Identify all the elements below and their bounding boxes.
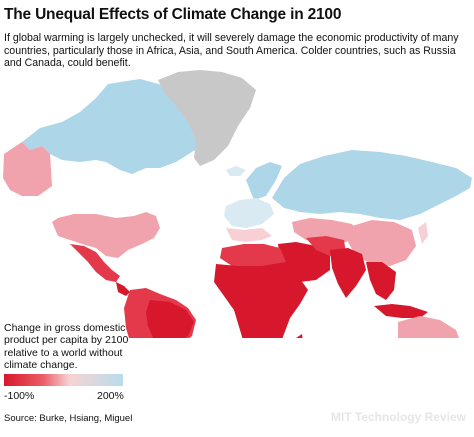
region-sub-saharan-africa bbox=[214, 262, 308, 338]
page-title: The Unequal Effects of Climate Change in… bbox=[4, 6, 342, 23]
region-central-asia bbox=[292, 218, 360, 244]
region-canada-alaska bbox=[22, 79, 206, 174]
region-south-asia bbox=[330, 248, 366, 298]
region-north-africa bbox=[220, 244, 286, 268]
legend-color-scale bbox=[4, 374, 123, 386]
source-credit: Source: Burke, Hsiang, Miguel bbox=[4, 413, 133, 424]
region-central-america-caribbean bbox=[116, 282, 130, 296]
region-mexico bbox=[70, 244, 120, 282]
region-greenland bbox=[158, 70, 256, 166]
region-scandinavia bbox=[246, 162, 282, 200]
region-china bbox=[348, 220, 416, 266]
legend-description: Change in gross domestic product per cap… bbox=[4, 322, 129, 371]
legend-min-label: -100% bbox=[4, 390, 35, 402]
region-southeast-asia bbox=[366, 262, 396, 300]
region-japan bbox=[418, 222, 428, 244]
region-australia bbox=[398, 316, 459, 338]
region-western-europe bbox=[224, 198, 274, 228]
region-usa bbox=[52, 212, 160, 258]
region-russia bbox=[272, 150, 472, 220]
region-iceland bbox=[226, 166, 246, 176]
brand-logo: MIT Technology Review bbox=[330, 410, 466, 424]
region-brazil bbox=[146, 300, 194, 338]
region-madagascar bbox=[296, 334, 303, 338]
region-alaska bbox=[3, 142, 52, 196]
region-southern-europe bbox=[226, 228, 272, 242]
subtitle: If global warming is largely unchecked, … bbox=[4, 32, 459, 70]
legend-max-label: 200% bbox=[97, 390, 124, 402]
region-indonesia bbox=[374, 304, 428, 318]
world-map bbox=[3, 70, 472, 338]
